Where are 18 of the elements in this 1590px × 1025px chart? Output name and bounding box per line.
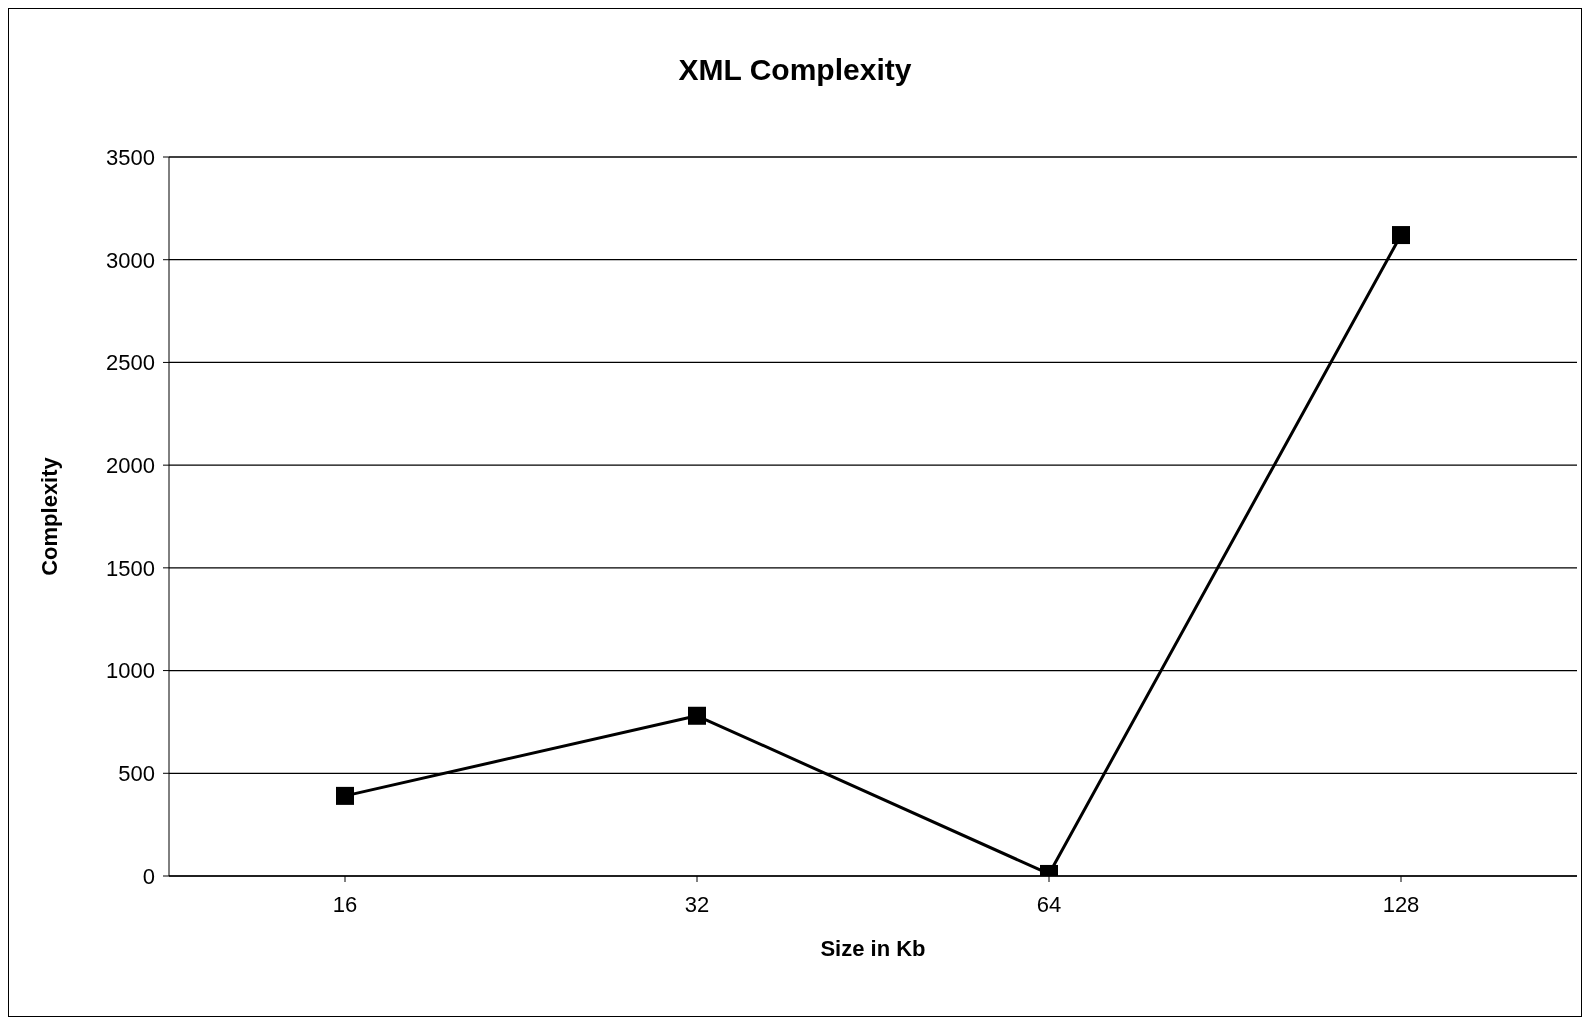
x-axis-title: Size in Kb: [820, 936, 926, 961]
y-tick-label: 3500: [106, 144, 155, 170]
y-tick-label: 500: [118, 761, 155, 787]
x-tick-label: 128: [1382, 891, 1420, 917]
y-tick-label: 3000: [106, 247, 155, 273]
y-tick-label: 0: [142, 863, 155, 889]
x-tick-label: 32: [684, 891, 710, 917]
y-tick-label: 1000: [106, 658, 155, 684]
y-tick-label: 2000: [106, 452, 155, 478]
point: [1392, 226, 1410, 245]
y-axis-title: Complexity: [36, 456, 62, 576]
chart-title: XML Complexity: [677, 53, 913, 87]
x-tick-label: 16: [332, 891, 358, 917]
y-tick-label: 1500: [106, 555, 155, 581]
x-tick-label: 64: [1036, 891, 1062, 917]
point: [688, 706, 706, 725]
point: [336, 786, 354, 805]
y-tick-label: 2500: [106, 350, 155, 376]
